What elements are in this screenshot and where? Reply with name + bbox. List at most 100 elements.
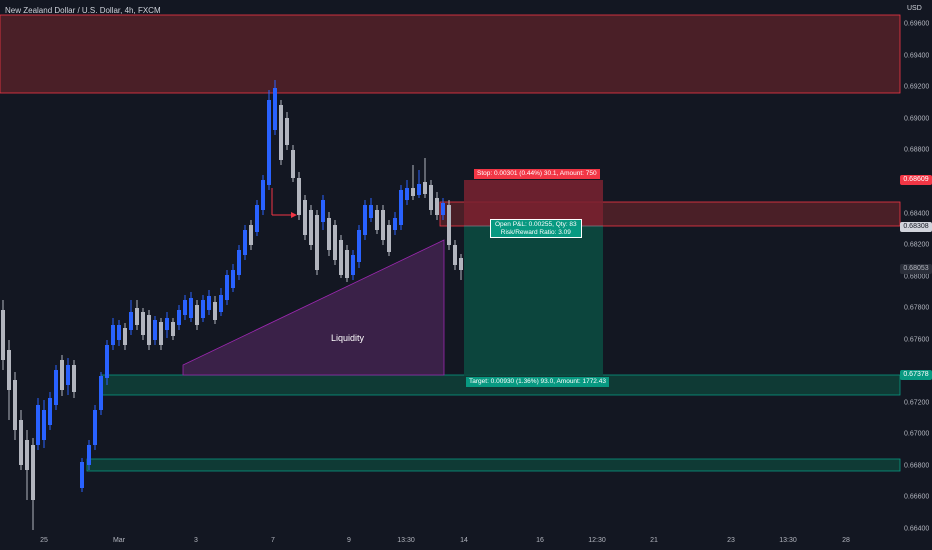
price-tick-label: 0.66800 — [904, 462, 930, 470]
candle-body — [249, 225, 253, 245]
candle-body — [285, 118, 289, 145]
stop-info-text: Stop: 0.00301 (0.44%) 30.1, Amount: 750 — [477, 170, 597, 177]
stop-price-label: 0.68609 — [900, 175, 932, 185]
candle-body — [321, 200, 325, 222]
time-tick-label: 28 — [842, 537, 850, 544]
price-tick-label: 0.69600 — [904, 20, 930, 28]
time-tick-label: 9 — [347, 537, 351, 544]
candle-body — [177, 310, 181, 325]
price-tick-label: 0.68000 — [904, 273, 930, 281]
candle-body — [80, 462, 84, 488]
time-tick-label: 21 — [650, 537, 658, 544]
candle-body — [189, 298, 193, 318]
candle-body — [111, 325, 115, 345]
candle-body — [243, 230, 247, 255]
pnl-info-box: Open P&L: 0.00255, Qty: 83 Risk/Reward R… — [490, 219, 582, 238]
candle-body — [363, 205, 367, 235]
liquidity-triangle[interactable] — [182, 239, 445, 376]
price-tick-label: 0.66600 — [904, 493, 930, 501]
entry-price-label: 0.68308 — [900, 222, 932, 232]
candle-body — [267, 100, 271, 185]
candle-body — [147, 315, 151, 345]
candle-body — [1, 310, 5, 360]
liquidity-label: Liquidity — [331, 333, 365, 343]
candle-body — [459, 258, 463, 270]
candle-body — [225, 275, 229, 300]
chart-title: New Zealand Dollar / U.S. Dollar, 4h, FX… — [5, 6, 161, 15]
currency-label[interactable]: USD — [907, 5, 922, 12]
time-tick-label: 13:30 — [397, 537, 415, 544]
candle-body — [429, 185, 433, 210]
price-tick-label: 0.68800 — [904, 146, 930, 154]
candle-body — [273, 88, 277, 130]
candle-body — [93, 410, 97, 445]
candle-body — [72, 365, 76, 392]
candle-body — [297, 178, 301, 215]
time-tick-label: 25 — [40, 537, 48, 544]
candle-body — [195, 305, 199, 325]
candle-body — [48, 398, 52, 425]
target-info-box: Target: 0.00930 (1.36%) 93.0, Amount: 17… — [466, 377, 609, 387]
time-tick-label: 13:30 — [779, 537, 797, 544]
candle-body — [369, 205, 373, 218]
candle-body — [357, 230, 361, 262]
candle-body — [339, 240, 343, 275]
candle-body — [315, 215, 319, 270]
position-target-area[interactable] — [464, 226, 603, 376]
candle-body — [345, 250, 349, 278]
time-tick-label: 7 — [271, 537, 275, 544]
candle-body — [231, 270, 235, 288]
current-price-label: 0.68053 — [900, 264, 932, 274]
risk-reward-text: Risk/Reward Ratio: 3.09 — [500, 228, 571, 236]
time-tick-label: 12:30 — [588, 537, 606, 544]
candle-body — [207, 296, 211, 310]
candle-body — [417, 184, 421, 195]
candle-body — [31, 445, 35, 500]
arrow-head — [291, 212, 297, 218]
price-tick-label: 0.67200 — [904, 399, 930, 407]
target-info-text: Target: 0.00930 (1.36%) 93.0, Amount: 17… — [469, 378, 606, 385]
time-tick-label: 14 — [460, 537, 468, 544]
candle-body — [135, 308, 139, 325]
candle-body — [447, 205, 451, 245]
price-tick-label: 0.67000 — [904, 430, 930, 438]
candle-body — [117, 325, 121, 340]
demand-zone-lower[interactable] — [86, 458, 901, 472]
candle-body — [327, 218, 331, 250]
candle-body — [261, 180, 265, 210]
candle-body — [42, 410, 46, 440]
candle-body — [237, 250, 241, 275]
time-tick-label: 3 — [194, 537, 198, 544]
candle-body — [99, 376, 103, 410]
candle-body — [255, 205, 259, 232]
candle-body — [303, 200, 307, 235]
candle-body — [60, 360, 64, 390]
candle-body — [159, 322, 163, 345]
target-price-label: 0.67378 — [900, 370, 932, 380]
stop-info-box: Stop: 0.00301 (0.44%) 30.1, Amount: 750 — [474, 169, 600, 179]
supply-zone[interactable] — [0, 14, 901, 94]
time-tick-label: 23 — [727, 537, 735, 544]
price-tick-label: 0.66400 — [904, 525, 930, 533]
position-stop-area[interactable] — [464, 180, 603, 226]
candle-body — [411, 188, 415, 196]
candle-body — [7, 350, 11, 390]
candle-body — [219, 295, 223, 312]
candle-body — [19, 420, 23, 465]
price-tick-label: 0.67600 — [904, 336, 930, 344]
candle-body — [36, 405, 40, 445]
time-tick-label: Mar — [112, 537, 126, 544]
candle-body — [129, 312, 133, 330]
candles — [1, 80, 463, 530]
candle-body — [171, 322, 175, 336]
candle-body — [201, 300, 205, 318]
open-pnl-text: Open P&L: 0.00255, Qty: 83 — [495, 221, 577, 228]
candle-body — [13, 380, 17, 430]
candle-body — [291, 150, 295, 178]
candle-body — [165, 318, 169, 330]
time-tick-label: 16 — [536, 537, 544, 544]
price-tick-label: 0.67800 — [904, 304, 930, 312]
candle-body — [87, 445, 91, 465]
price-tick-label: 0.69400 — [904, 52, 930, 60]
